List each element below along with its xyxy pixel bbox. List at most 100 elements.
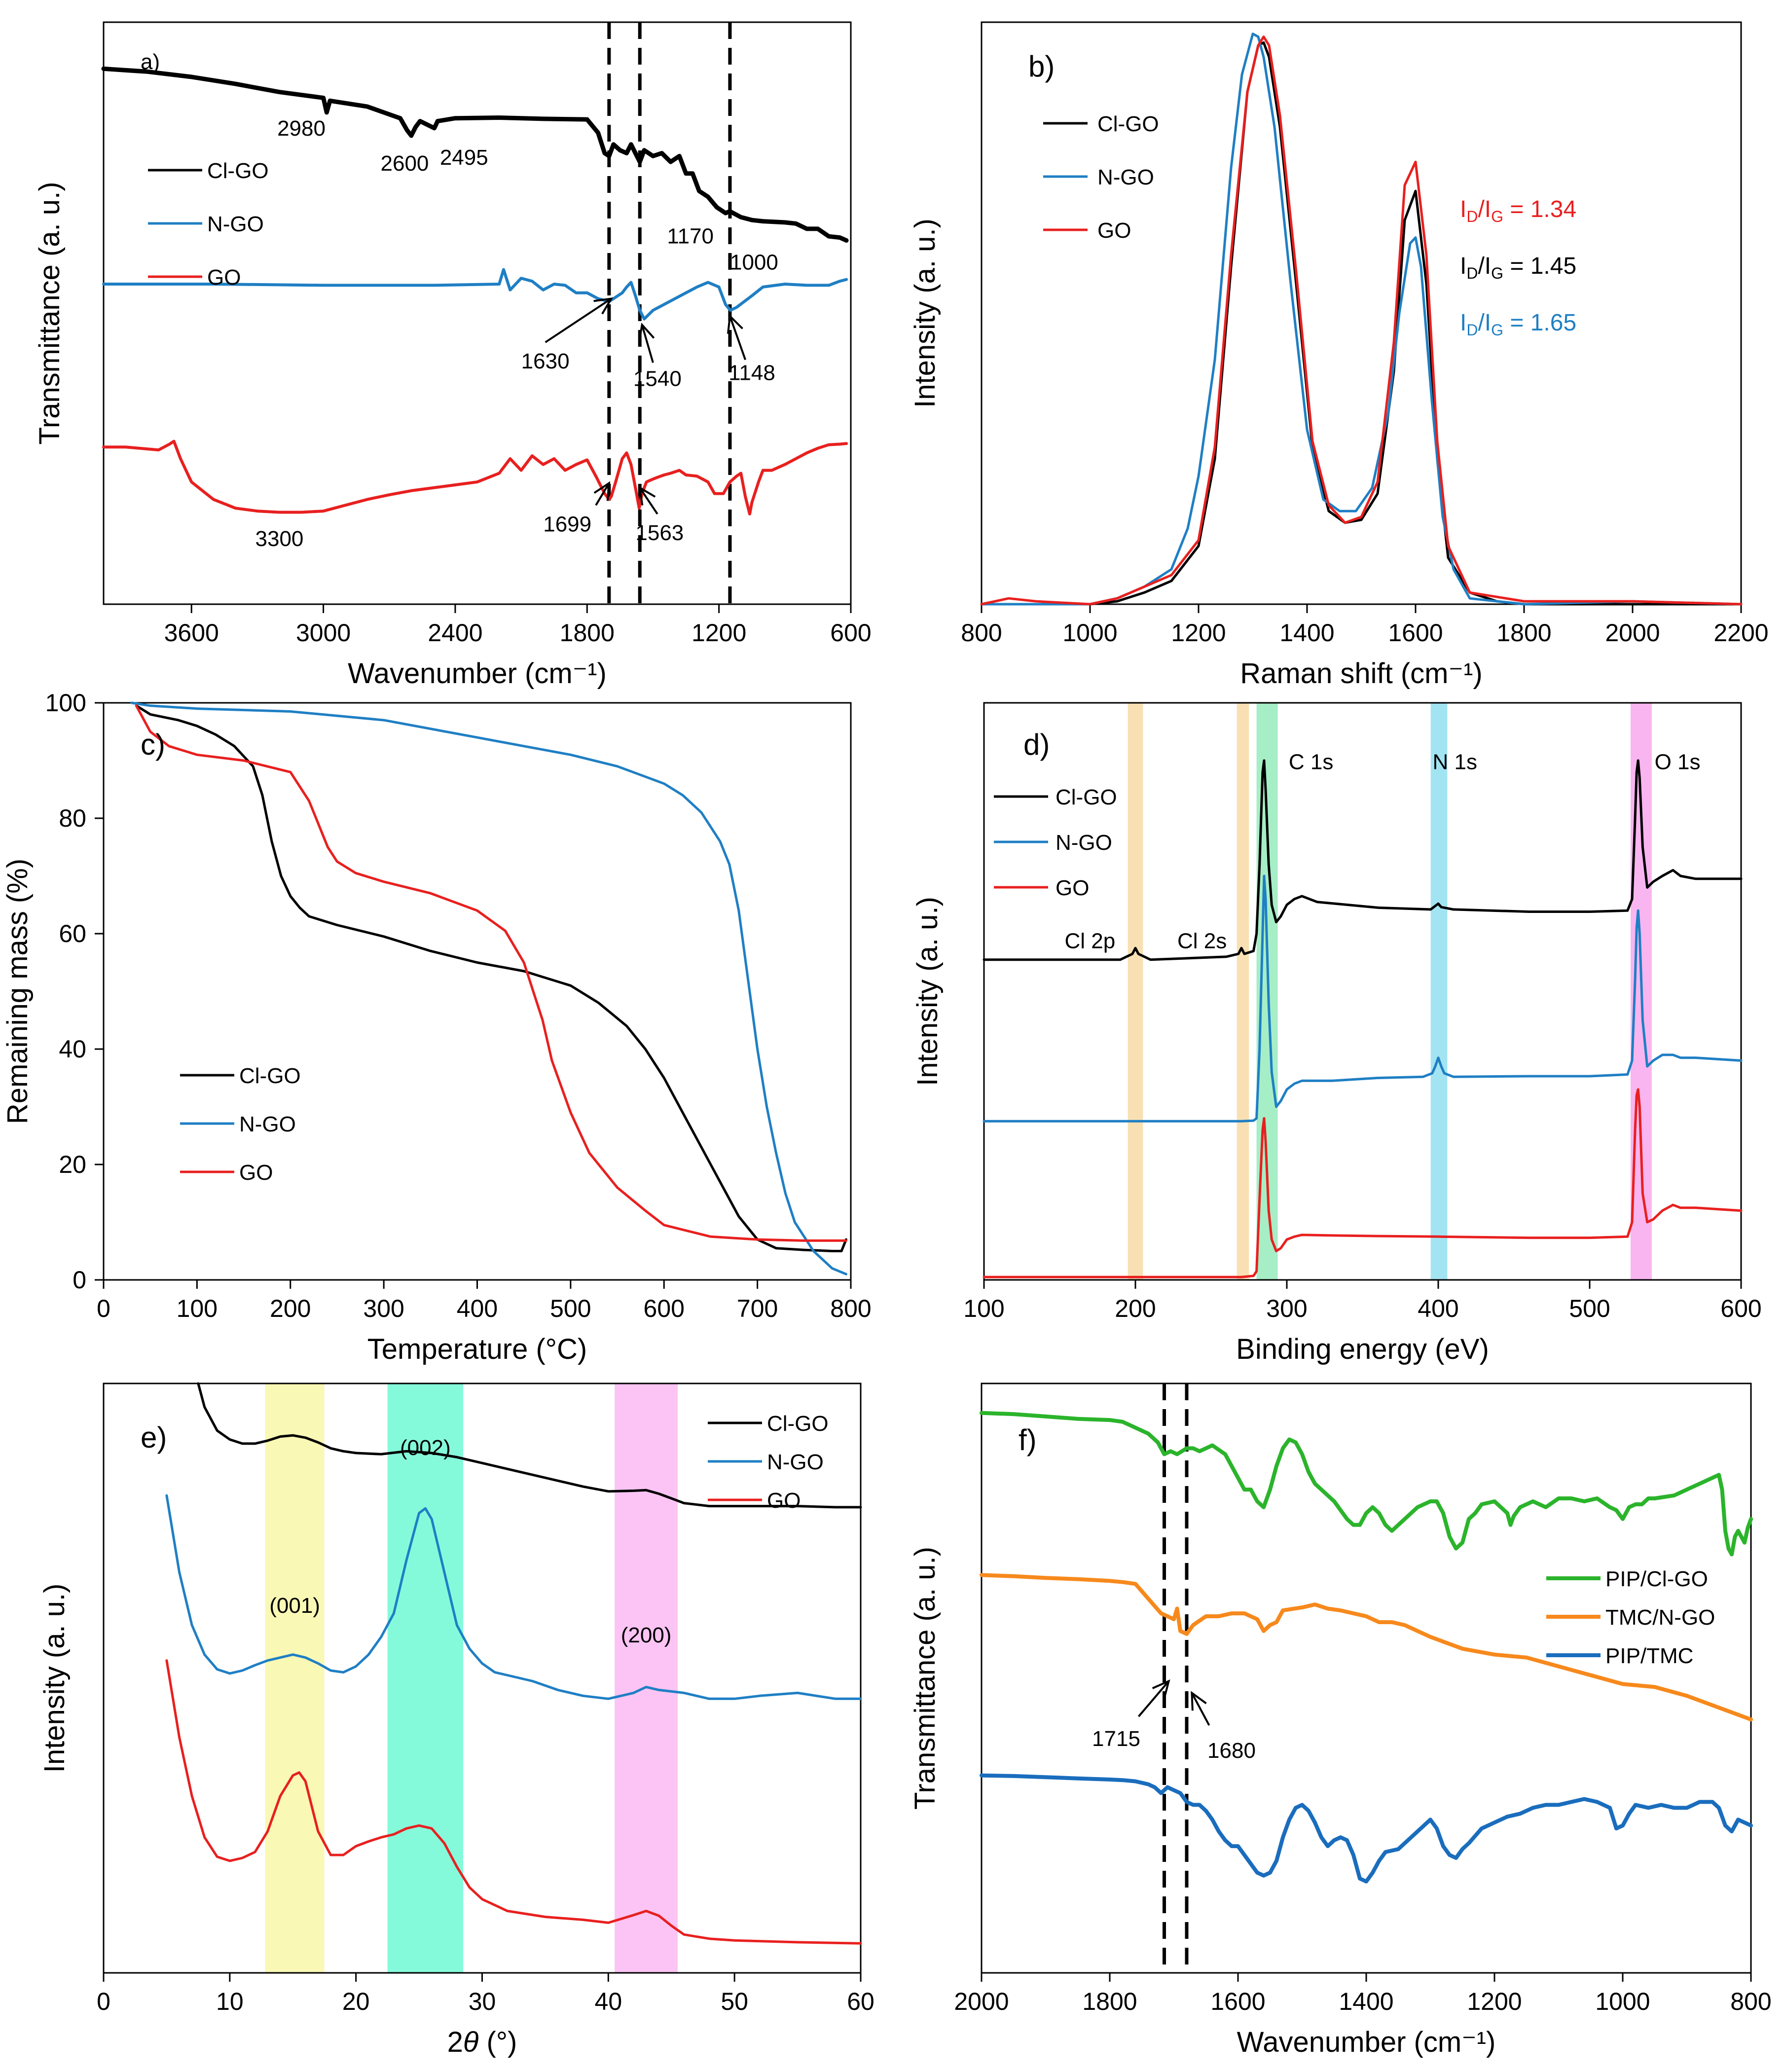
annotation-arrowhead (1152, 1679, 1170, 1699)
x-tick-label: 400 (1418, 1295, 1458, 1322)
x-tick-label: 1600 (1388, 619, 1443, 647)
y-axis-label: Transmittance (a. u.) (909, 1547, 941, 1810)
panel-b: 800 1000 1200 1400 1600 1800 2000 2200 Raman shi… (909, 21, 1769, 690)
y-tick-label: 20 (59, 1151, 86, 1178)
x-tick-label: 40 (595, 1988, 622, 2015)
annotation-arrow (545, 297, 612, 343)
x-tick-label: 300 (1266, 1295, 1307, 1322)
x-tick-label: 1200 (692, 619, 746, 647)
x-tick-label: 1800 (560, 619, 615, 647)
annotation-arrow (1137, 1680, 1170, 1717)
band-2 (615, 1383, 678, 1973)
band-label: (200) (621, 1623, 672, 1647)
annotation-label: 1715 (1092, 1727, 1140, 1751)
x-tick-label: 20 (342, 1988, 370, 2015)
series-line-go (165, 1659, 862, 1945)
plot-frame (103, 21, 852, 605)
series-line-n-go (980, 33, 1743, 606)
annotation-label: 1148 (728, 361, 775, 385)
y-tick-label: 80 (59, 804, 86, 832)
x-tick-label: 60 (847, 1988, 874, 2015)
series-line-cl-go (983, 759, 1743, 961)
x-axis-label: 2θ (°) (447, 2026, 517, 2058)
annotation-arrowhead (638, 323, 655, 343)
x-tick-label: 1800 (1496, 619, 1551, 647)
series-line-cl-go (101, 66, 849, 243)
series-line-cl-go (135, 704, 847, 1252)
peak-label: Cl 2s (1177, 929, 1227, 953)
annotation-arrowhead (593, 297, 614, 315)
series-line-tmc-n-go (980, 1573, 1753, 1722)
x-tick-label: 100 (177, 1295, 218, 1322)
x-tick-label: 2400 (428, 619, 482, 647)
legend-label: N-GO (1097, 165, 1154, 189)
series-line-cl-go (197, 1382, 862, 1509)
series-line-n-go (983, 874, 1743, 1123)
legend-label: Cl-GO (1097, 112, 1159, 136)
x-tick-label: 2000 (954, 1988, 1009, 2015)
band-3 (1430, 703, 1448, 1280)
series-line-go (135, 704, 847, 1242)
ratio-label: ID/IG = 1.45 (1460, 253, 1576, 282)
panel-label: a) (141, 50, 160, 74)
legend-label: PIP/Cl-GO (1605, 1567, 1708, 1591)
x-tick-label: 3600 (164, 619, 219, 647)
legend-label: GO (1056, 876, 1089, 900)
series-line-n-go (130, 701, 847, 1275)
x-tick-label: 50 (721, 1988, 748, 2015)
x-axis-label: Raman shift (cm⁻¹) (1240, 657, 1482, 690)
annotation-arrowhead (1191, 1691, 1207, 1711)
band-0 (265, 1383, 325, 1973)
x-tick-label: 400 (457, 1295, 498, 1322)
legend-label: GO (239, 1161, 273, 1185)
x-tick-label: 700 (737, 1295, 778, 1322)
panel-label: b) (1028, 50, 1055, 83)
series-line-go (983, 1088, 1743, 1278)
legend-label: Cl-GO (1056, 785, 1117, 809)
plot-frame (983, 702, 1742, 1281)
annotation-label: 1563 (635, 521, 684, 545)
x-tick-label: 800 (830, 1295, 871, 1322)
x-tick-label: 800 (961, 619, 1002, 647)
annotation-arrowhead (593, 481, 611, 501)
panel-d: 100 200 300 400 500 600 Binding energy (eV) Int… (911, 702, 1762, 1365)
x-tick-label: 1000 (1062, 619, 1117, 647)
legend-label: Cl-GO (767, 1412, 829, 1436)
band-1 (1237, 703, 1249, 1280)
panel-label: d) (1023, 728, 1050, 761)
x-tick-label: 600 (830, 619, 871, 647)
x-tick-label: 800 (1730, 1988, 1771, 2015)
annotation-arrow (641, 325, 654, 363)
y-axis-label: Transmittance (a. u.) (34, 182, 66, 445)
panel-label: e) (141, 1421, 167, 1454)
y-axis-label: Intensity (a. u.) (38, 1584, 71, 1773)
annotation-label: 1000 (730, 251, 778, 275)
series-line-n-go (102, 268, 848, 321)
x-tick-label: 2000 (1605, 619, 1660, 647)
x-tick-label: 1800 (1082, 1988, 1137, 2015)
panel-label: c) (141, 728, 165, 761)
annotation-label: 3300 (255, 527, 304, 551)
x-tick-label: 2200 (1713, 619, 1768, 647)
series-line-n-go (165, 1494, 862, 1700)
series-line-pip-cl-go (980, 1411, 1753, 1557)
x-axis-label: Binding energy (eV) (1236, 1333, 1489, 1365)
x-tick-label: 1200 (1467, 1988, 1522, 2015)
x-tick-label: 0 (97, 1295, 110, 1322)
legend-label: GO (1097, 218, 1131, 243)
series-line-pip-tmc (980, 1773, 1753, 1884)
band-label: (002) (400, 1436, 451, 1460)
y-axis-label: Intensity (a. u.) (911, 897, 944, 1086)
annotation-label: 2600 (381, 151, 429, 176)
x-tick-label: 500 (1569, 1295, 1610, 1322)
x-tick-label: 3000 (296, 619, 351, 647)
annotation-label: 1699 (543, 512, 591, 537)
legend-label: N-GO (239, 1112, 296, 1136)
annotation-arrow (595, 482, 610, 506)
y-tick-label: 100 (45, 689, 86, 717)
annotation-arrowhead (638, 486, 656, 506)
annotation-label: 1630 (521, 349, 570, 373)
legend-label: TMC/N-GO (1605, 1605, 1715, 1630)
x-axis-label: Wavenumber (cm⁻¹) (348, 657, 607, 690)
